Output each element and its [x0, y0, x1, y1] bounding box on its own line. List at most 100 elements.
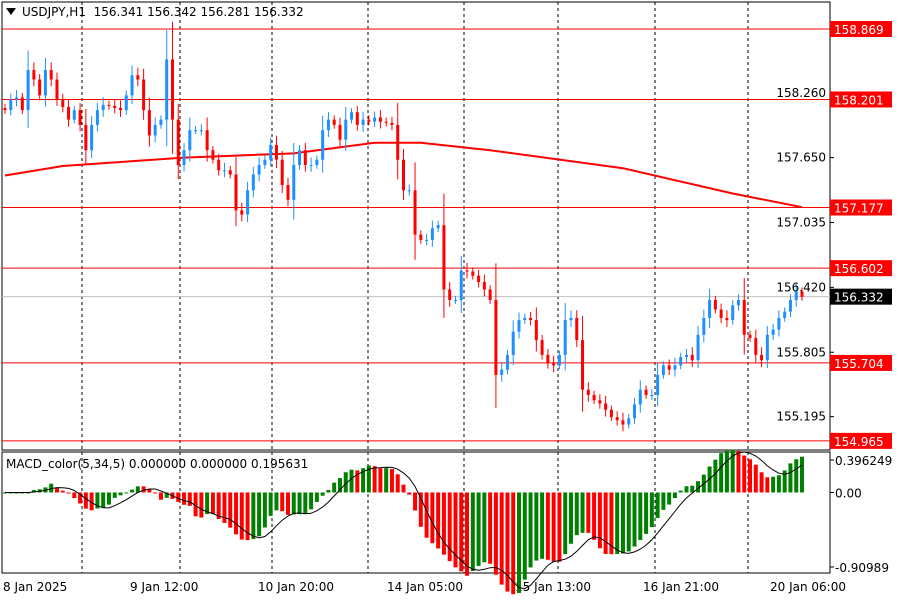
candle-body [159, 119, 163, 125]
candle-body [217, 159, 221, 171]
macd-bar [234, 492, 239, 535]
candle [713, 295, 717, 314]
macd-bar [592, 492, 597, 540]
candle-body [49, 70, 53, 80]
ohlc-close: 156.332 [253, 5, 304, 19]
macd-bar [118, 492, 123, 496]
candle [384, 117, 388, 127]
candle-body [748, 334, 752, 339]
candle-body [9, 99, 13, 111]
candle [280, 150, 284, 194]
macd-bar [309, 492, 314, 510]
macd-bar [678, 490, 683, 493]
candle [534, 307, 538, 352]
candle [494, 263, 498, 408]
macd-bar [395, 474, 400, 493]
macd-bar [251, 492, 256, 540]
candle [130, 65, 134, 105]
candle-body [488, 289, 492, 301]
macd-bar [644, 492, 649, 534]
macd-bar [528, 492, 533, 568]
candle-body [702, 317, 706, 335]
candle-body [765, 334, 769, 361]
main-panel-frame [1, 1, 831, 451]
candle [794, 283, 798, 307]
macd-bar [239, 492, 244, 540]
dropdown-triangle-icon[interactable] [6, 8, 16, 15]
macd-bar [210, 492, 215, 515]
candle [760, 347, 764, 368]
macd-bar [407, 492, 412, 495]
candle [263, 155, 267, 169]
candle-body [482, 282, 486, 290]
macd-bar [384, 468, 389, 493]
macd-bar [447, 492, 452, 562]
macd-bar [401, 484, 406, 493]
candle-body [211, 150, 215, 160]
candle [119, 100, 123, 117]
candle-body [38, 79, 42, 96]
candle [61, 93, 65, 113]
macd-bar [297, 492, 302, 515]
candle [621, 412, 625, 432]
candle-body [661, 365, 665, 375]
candle [142, 68, 146, 120]
macd-bar [49, 483, 54, 493]
candle-body [326, 119, 330, 131]
macd-bar [130, 489, 135, 493]
candle-body [505, 354, 509, 370]
candle-body [142, 79, 146, 111]
price-tick-label: 158.260 [776, 86, 826, 100]
macd-bar [355, 470, 360, 493]
macd-bar [667, 492, 672, 505]
candle [194, 125, 198, 134]
candle [378, 109, 382, 129]
macd-bar [655, 492, 660, 519]
macd-bar [112, 492, 117, 498]
candle-body [771, 329, 775, 335]
macd-bar [378, 468, 383, 493]
macd-bar [776, 475, 781, 493]
macd-bar [216, 492, 221, 519]
candle-body [442, 225, 446, 290]
candle-body [26, 70, 30, 111]
candle [326, 112, 330, 138]
level-label: 158.201 [834, 93, 884, 107]
candle [176, 103, 180, 180]
macd-bar [372, 466, 377, 493]
level-label-bg [830, 21, 892, 37]
candle [523, 313, 527, 324]
candle-body [390, 122, 394, 125]
macd-bar [753, 464, 758, 493]
candle-body [373, 117, 377, 122]
macd-bar [413, 492, 418, 511]
macd-bar [476, 492, 481, 566]
candle [367, 115, 371, 126]
macd-bar [632, 492, 637, 547]
candle-body [338, 124, 342, 140]
chart-title: USDJPY,H1 156.341 156.342 156.281 156.33… [6, 5, 304, 19]
candle [592, 390, 596, 405]
candle [430, 220, 434, 247]
candle [222, 162, 226, 178]
macd-bar [719, 453, 724, 493]
candle-body [84, 124, 88, 151]
candle-body [742, 300, 746, 335]
macd-bar [389, 469, 394, 493]
price-tick-label: 157.035 [776, 215, 826, 229]
candle-body [736, 300, 740, 306]
candle-body [119, 108, 123, 111]
macd-bar [488, 492, 493, 564]
macd-bar [326, 489, 331, 493]
candle [188, 117, 192, 162]
macd-bar [493, 492, 498, 575]
candle-body [552, 363, 556, 366]
candle [182, 142, 186, 172]
candle-body [690, 354, 694, 361]
candle [396, 102, 400, 180]
macd-bar [482, 492, 487, 563]
candle [529, 312, 533, 326]
candle [540, 334, 544, 360]
candle [147, 97, 151, 147]
